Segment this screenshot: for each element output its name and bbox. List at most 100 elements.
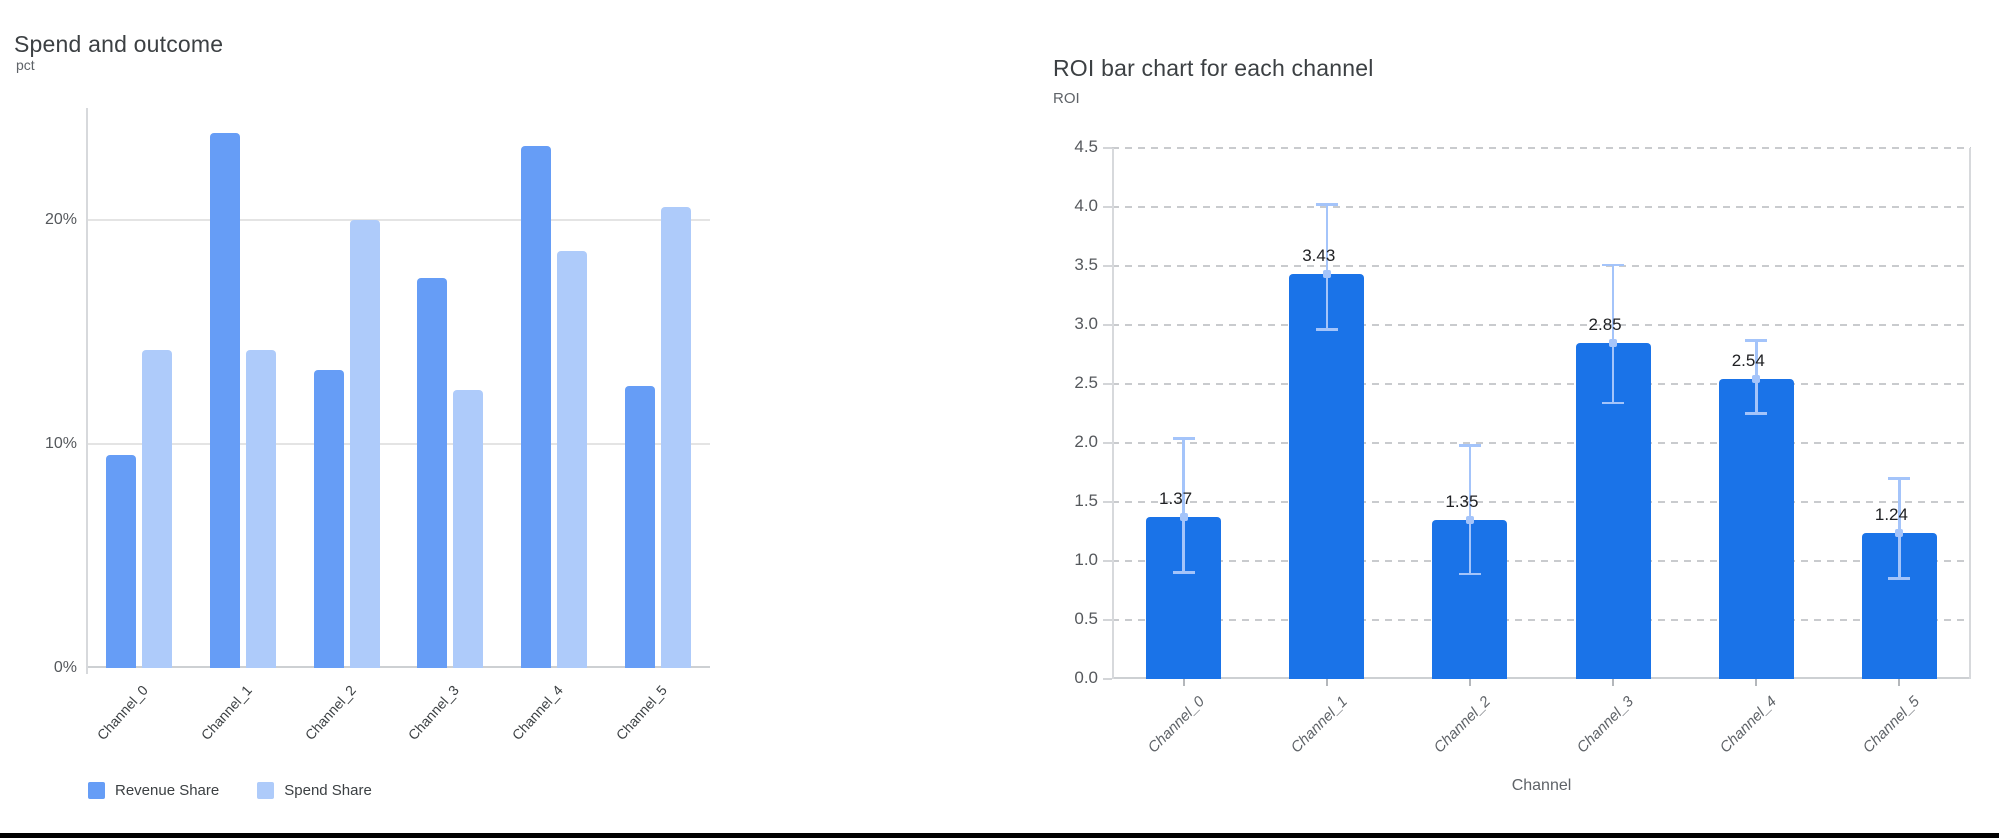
error-bar-marker-channel_3 <box>1609 338 1618 347</box>
spend-share-swatch <box>257 782 275 799</box>
y-tick-label-2.0: 2.0 <box>1074 432 1098 451</box>
gridline-3.0 <box>1112 324 1971 326</box>
error-bar-cap-bottom-channel_1 <box>1315 328 1338 331</box>
y-tick-label-0%: 0% <box>53 659 77 676</box>
x-tick-mark-channel_5 <box>1898 679 1901 686</box>
y-tick-mark-4.0 <box>1103 206 1112 208</box>
gridline-4.5 <box>1112 147 1971 149</box>
bar-revenue-channel_1[interactable] <box>209 132 240 668</box>
y-tick-label-0.0: 0.0 <box>1074 668 1098 687</box>
gridline-2.5 <box>1112 383 1971 385</box>
x-category-label-channel_5: Channel_5 <box>612 682 670 744</box>
error-bar-marker-channel_1 <box>1322 270 1331 279</box>
bar-spend-channel_1[interactable] <box>245 349 276 668</box>
gridline-20% <box>87 219 710 221</box>
y-tick-mark-3.5 <box>1103 265 1112 267</box>
error-bar-line-channel_5 <box>1898 477 1901 580</box>
error-bar-cap-bottom-channel_4 <box>1745 412 1768 415</box>
bar-value-label-channel_4: 2.54 <box>1731 351 1765 371</box>
bar-revenue-channel_4[interactable] <box>521 146 552 668</box>
error-bar-cap-top-channel_5 <box>1888 477 1911 480</box>
y-tick-label-2.5: 2.5 <box>1074 373 1098 392</box>
bar-revenue-channel_3[interactable] <box>417 278 448 668</box>
roi-chart-title: ROI bar chart for each channel <box>1053 55 1374 82</box>
bar-revenue-channel_0[interactable] <box>105 455 136 668</box>
bottom-border-bar <box>0 833 1999 838</box>
error-bar-cap-top-channel_4 <box>1745 339 1768 342</box>
error-bar-cap-top-channel_2 <box>1458 444 1481 447</box>
error-bar-marker-channel_4 <box>1752 375 1761 384</box>
bar-value-label-channel_3: 2.85 <box>1588 314 1622 334</box>
x-tick-mark-channel_4 <box>1755 679 1758 686</box>
y-tick-label-3.5: 3.5 <box>1074 255 1098 274</box>
x-tick-mark-channel_2 <box>1468 679 1471 686</box>
error-bar-line-channel_2 <box>1468 444 1472 576</box>
bar-value-label-channel_0: 1.37 <box>1159 489 1193 509</box>
gridline-3.5 <box>1112 265 1971 267</box>
spend-share-legend-label: Spend Share <box>284 782 372 799</box>
bar-spend-channel_5[interactable] <box>661 206 692 668</box>
error-bar-line-channel_1 <box>1325 203 1328 331</box>
x-axis-line <box>1112 677 1971 679</box>
x-tick-mark-channel_0 <box>1182 679 1185 686</box>
x-tick-mark-channel_3 <box>1612 679 1615 686</box>
revenue-share-swatch <box>88 782 105 799</box>
bar-value-label-channel_2: 1.35 <box>1445 491 1479 511</box>
error-bar-cap-bottom-channel_0 <box>1172 571 1195 574</box>
legend: Revenue Share Spend Share <box>88 782 372 799</box>
error-bar-marker-channel_2 <box>1465 515 1474 524</box>
bar-revenue-channel_5[interactable] <box>625 385 656 668</box>
y-tick-label-0.5: 0.5 <box>1074 609 1098 628</box>
error-bar-line-channel_0 <box>1182 437 1185 574</box>
revenue-share-legend-label: Revenue Share <box>115 782 220 799</box>
bar-spend-channel_0[interactable] <box>141 349 172 668</box>
error-bar-cap-bottom-channel_5 <box>1888 577 1911 580</box>
error-bar-cap-bottom-channel_3 <box>1602 401 1625 405</box>
error-bar-line-channel_3 <box>1611 263 1615 405</box>
y-tick-mark-1.5 <box>1103 501 1112 503</box>
error-bar-cap-top-channel_3 <box>1602 263 1625 267</box>
bar-value-label-channel_5: 1.24 <box>1874 504 1908 524</box>
spend-outcome-y-axis-unit: pct <box>16 57 35 73</box>
legend-item-spend-share[interactable]: Spend Share <box>257 782 372 799</box>
y-tick-mark-2.0 <box>1103 442 1112 444</box>
roi-plot-area: 0.0 0.5 1.0 1.5 2.0 2.5 3.0 3.5 4.0 4.5 1.37 Channe… <box>1074 137 1971 756</box>
gridline-4.0 <box>1112 206 1971 208</box>
bar-roi-channel_1[interactable] <box>1289 274 1365 679</box>
plot-right-border <box>1969 148 1971 679</box>
x-axis-line <box>87 666 710 668</box>
y-axis-left-border <box>1112 148 1114 679</box>
gridline-1.0 <box>1112 560 1971 562</box>
y-axis-line <box>86 108 88 674</box>
y-tick-label-4.5: 4.5 <box>1074 137 1098 156</box>
y-tick-label-20%: 20% <box>44 211 77 228</box>
spend-outcome-plot-area: 0% 10% 20% Channel_0 Channel_1 Channel_2 Chann… <box>45 108 710 743</box>
error-bar-cap-bottom-channel_2 <box>1458 572 1481 576</box>
bar-spend-channel_3[interactable] <box>453 390 484 668</box>
y-tick-label-3.0: 3.0 <box>1074 314 1098 333</box>
gridline-2.0 <box>1112 442 1971 444</box>
y-tick-label-4.0: 4.0 <box>1074 196 1098 215</box>
gridline-10% <box>87 443 710 445</box>
gridline-1.5 <box>1112 501 1971 503</box>
x-tick-mark-channel_1 <box>1325 679 1328 686</box>
y-tick-label-10%: 10% <box>44 435 77 452</box>
error-bar-marker-channel_0 <box>1179 513 1188 522</box>
legend-item-revenue-share[interactable]: Revenue Share <box>88 782 219 799</box>
bar-spend-channel_2[interactable] <box>349 220 380 668</box>
spend-outcome-chart-title: Spend and outcome <box>14 31 224 58</box>
roi-y-axis-unit: ROI <box>1053 90 1080 107</box>
bar-spend-channel_4[interactable] <box>557 251 588 668</box>
error-bar-cap-top-channel_1 <box>1315 203 1338 206</box>
y-tick-mark-2.5 <box>1103 383 1112 385</box>
roi-x-axis-title: Channel <box>1511 777 1572 794</box>
bar-revenue-channel_2[interactable] <box>313 370 344 668</box>
x-category-label-channel_4: Channel_4 <box>508 682 567 744</box>
y-tick-mark-0.0 <box>1103 678 1112 680</box>
bar-roi-channel_4[interactable] <box>1718 379 1794 679</box>
gridline-0.5 <box>1112 619 1971 621</box>
error-bar-marker-channel_5 <box>1895 528 1904 537</box>
y-tick-mark-1.0 <box>1103 560 1112 562</box>
error-bar-cap-top-channel_0 <box>1172 437 1195 440</box>
